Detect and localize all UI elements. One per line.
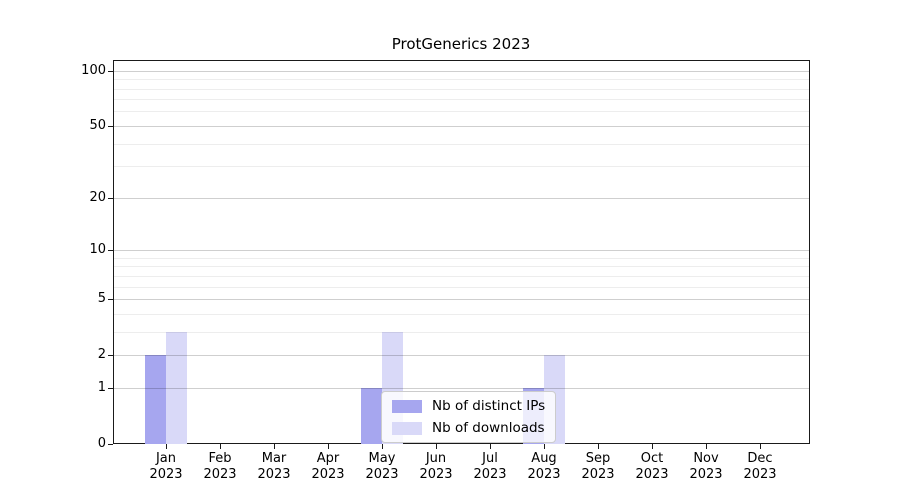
x-tick-label-sep: Sep 2023	[581, 451, 615, 482]
y-tick-label: 50	[89, 117, 106, 133]
minor-gridline	[114, 313, 809, 315]
minor-gridline	[114, 99, 809, 101]
x-tick-label-jun: Jun 2023	[419, 451, 453, 482]
minor-gridline	[114, 79, 809, 81]
legend-item-downloads: Nb of downloads	[392, 420, 545, 436]
y-tick	[108, 444, 113, 445]
legend-label-distinct-ips: Nb of distinct IPs	[432, 398, 546, 414]
minor-gridline	[114, 275, 809, 277]
chart-title: ProtGenerics 2023	[391, 35, 531, 53]
y-tick	[108, 250, 113, 251]
minor-gridline	[114, 143, 809, 145]
legend: Nb of distinct IPs Nb of downloads	[381, 391, 557, 443]
minor-gridline	[114, 331, 809, 333]
y-tick-label: 1	[97, 379, 106, 395]
y-tick-label: 2	[97, 347, 106, 363]
minor-gridline	[114, 111, 809, 113]
y-tick	[108, 299, 113, 300]
y-tick-label: 10	[89, 242, 106, 257]
y-tick	[108, 355, 113, 357]
x-tick	[166, 444, 167, 449]
y-tick	[108, 197, 113, 199]
bar-distinct-ips-may	[361, 387, 382, 444]
major-gridline	[114, 70, 809, 72]
x-tick	[436, 444, 437, 449]
x-tick-label-nov: Nov 2023	[689, 451, 723, 482]
y-tick-label: 5	[97, 291, 106, 306]
x-tick	[220, 444, 221, 449]
x-tick-label-oct: Oct 2023	[635, 451, 669, 482]
x-tick-label-apr: Apr 2023	[311, 451, 345, 482]
y-tick-label: 20	[89, 189, 106, 205]
x-tick	[328, 444, 329, 449]
x-tick-label-jul: Jul 2023	[473, 451, 507, 482]
x-tick	[598, 444, 599, 449]
major-gridline	[114, 387, 809, 389]
minor-gridline	[114, 88, 809, 90]
major-gridline	[114, 125, 809, 127]
minor-gridline	[114, 257, 809, 259]
major-gridline	[114, 250, 809, 251]
x-tick	[382, 444, 383, 449]
y-tick	[108, 125, 113, 127]
x-tick	[490, 444, 491, 449]
legend-swatch-distinct-ips-icon	[392, 399, 422, 413]
minor-gridline	[114, 266, 809, 268]
x-tick-label-feb: Feb 2023	[203, 451, 237, 482]
legend-swatch-downloads-icon	[392, 421, 422, 435]
bar-downloads-jan	[166, 331, 187, 444]
x-tick-label-mar: Mar 2023	[257, 451, 291, 482]
plot-area	[113, 60, 810, 444]
x-tick	[544, 444, 545, 449]
x-tick-label-dec: Dec 2023	[743, 451, 777, 482]
legend-label-downloads: Nb of downloads	[432, 420, 545, 436]
y-tick-label: 100	[81, 62, 106, 78]
x-tick-label-jan: Jan 2023	[149, 451, 183, 482]
x-tick	[760, 444, 761, 449]
legend-item-distinct-ips: Nb of distinct IPs	[392, 398, 545, 414]
major-gridline	[114, 355, 809, 357]
x-tick-label-aug: Aug 2023	[527, 451, 561, 482]
major-gridline	[114, 197, 809, 199]
x-tick	[652, 444, 653, 449]
major-gridline	[114, 299, 809, 300]
y-tick-label: 0	[97, 436, 106, 451]
x-tick-label-may: May 2023	[365, 451, 399, 482]
y-tick	[108, 387, 113, 389]
minor-gridline	[114, 166, 809, 168]
minor-gridline	[114, 286, 809, 288]
x-tick	[706, 444, 707, 449]
y-tick	[108, 70, 113, 72]
x-tick	[274, 444, 275, 449]
bar-distinct-ips-jan	[145, 355, 166, 444]
